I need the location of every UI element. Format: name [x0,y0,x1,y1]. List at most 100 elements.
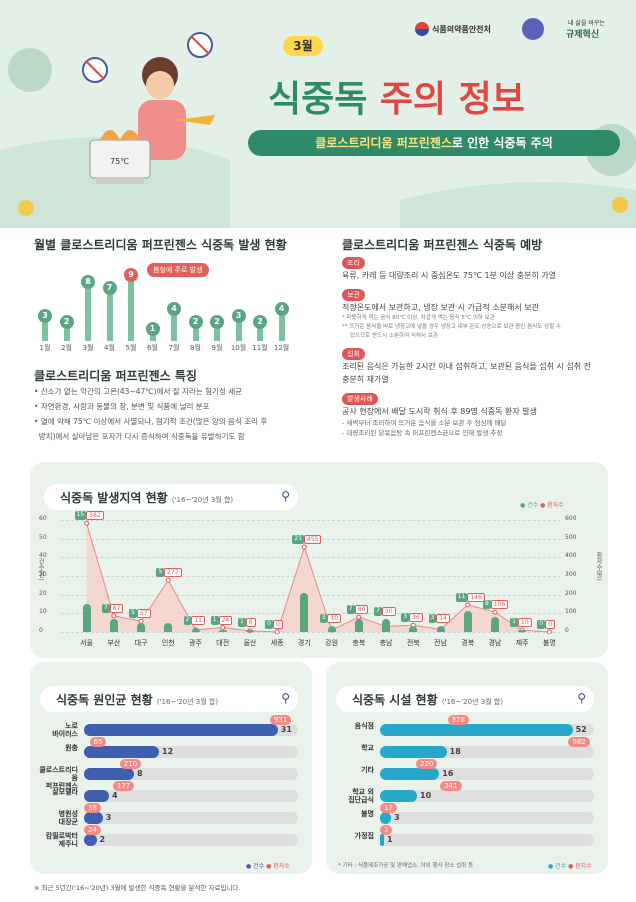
gridline [61,520,561,521]
region-label: 울산 [243,639,257,647]
search-icon[interactable]: ⚲ [577,691,586,705]
region-case: 15 [74,511,87,521]
slogan-big: 규제혁신 [566,30,600,40]
search-icon[interactable]: ⚲ [281,489,290,503]
ytick-right: 600 [565,515,577,522]
region-bar [137,622,146,632]
category-label: 병원성 대장균 [58,810,78,826]
month-label: 7월 [168,344,180,352]
region-case: 5 [156,568,165,578]
region-label: 서울 [80,639,94,647]
category-patient: 3 [380,825,393,835]
category-label: 클로스트리디움 퍼프린젠스 [39,766,78,790]
ytick-right: 200 [565,589,577,597]
category-case: 10 [420,791,432,800]
category-label: 기타 [361,766,374,774]
month-label: 11월 [252,344,268,352]
features-list: • 산소가 없는 악간의 고온(43~47℃)에서 잘 자라는 혐기성 세균 •… [34,384,324,444]
region-legend: ● 건수 ● 환자수 [520,500,564,509]
region-case: 1 [237,618,246,628]
month-label: 10월 [230,344,247,352]
month-bar [85,286,91,341]
region-bar [518,630,527,632]
facility-title: 식중독 시설 현황 ('16~'20년 3월 합) [352,691,503,708]
category-label: 불명 [361,810,374,818]
facility-title-text: 식중독 시설 현황 [352,693,438,707]
region-case: 1 [210,615,219,625]
region-patient: 0 [272,620,283,629]
legend-cases: ● 건수 [520,502,539,509]
category-track [84,812,298,824]
hero-text-layer: 식품의약품안전처 내 삶을 바꾸는 규제혁신 3월 식중독 주의 정보 클로스트… [0,0,636,228]
cause-legend-cases: ● 건수 [246,863,265,870]
category-fill [84,724,278,736]
region-label: 충남 [379,639,393,647]
month-value: 2 [188,315,203,330]
region-label: 대전 [216,639,230,647]
cause-sub: ('16~'20년 3월 합) [156,698,219,706]
region-bar [409,626,418,632]
month-value: 2 [210,315,224,330]
region-value-tag: 1 24 [210,615,233,625]
category-patient: 378 [447,715,469,725]
category-case: 1 [387,835,393,844]
region-label: 인천 [161,639,175,647]
search-icon[interactable]: ⚲ [281,691,290,705]
monthly-chart: 3 1월 2 2월 8 3월 7 4월 9 5월 1 6월 4 7월 2 8월 2 9월 3 10월 2 11월 4 12월 … [34,255,304,355]
category-case: 3 [394,813,400,822]
region-label: 경기 [297,639,311,647]
category-track [84,790,298,802]
category-track [380,768,594,780]
gridline [61,632,561,633]
region-value-tag: 8 106 [482,600,509,610]
prevention-case: 공사 현장에서 배달 도시락 취식 후 89명 식중독 환자 발생 [342,407,537,416]
footer-note: ※ 최근 5년간('16~'20년) 3월에 발생한 식중독 현황을 분석한 자… [34,884,241,892]
month-value: 4 [274,301,289,316]
subtitle-highlight: 클로스트리디움 퍼프린젠스 [315,136,452,150]
category-label: 음식점 [354,722,374,730]
region-case: 8 [482,600,491,610]
region-patient: 36 [409,613,423,623]
store-note3: 있으므로 반드시 소분하여 식혀서 보관 [350,333,438,339]
category-case: 18 [449,747,461,756]
category-track [380,746,594,758]
category-patient: 38 [84,803,101,813]
month-bar [214,327,220,341]
facility-legend-patients: ● 환자수 [568,863,592,870]
patient-point [165,577,171,583]
gridline [61,557,561,559]
category-fill [84,790,109,802]
feature-text: 산소가 없는 악간의 고온(43~47℃)에서 잘 자라는 혐기성 세균 [40,387,243,396]
region-case: 0 [537,620,546,629]
region-case: 0 [265,620,273,629]
category-patient: 982 [568,737,590,747]
category-fill [84,812,103,824]
ytick-left: 0 [39,627,43,634]
region-value-tag: 5 277 [156,568,182,578]
region-patient: 0 [545,620,556,629]
category-track [380,812,594,824]
ytick-left: 20 [39,589,47,597]
feature-item: • 열에 약해 75℃ 이상에서 사멸되나, 혐기적 조건(많은 양의 음식 조… [34,417,268,426]
region-label: 불명 [542,639,556,647]
month-bar [235,320,242,341]
month-value: 4 [167,301,181,316]
category-fill [380,768,440,780]
region-label: 광주 [189,639,202,647]
region-value-tag: 3 14 [428,614,450,624]
category-patient: 220 [416,759,438,769]
region-case: 1 [510,618,518,628]
patient-point [301,544,307,550]
category-label: 학교 외 집단급식 [348,788,374,804]
month-label: 2월 [61,344,72,352]
region-case: 3 [428,614,437,624]
month-value: 8 [81,274,95,289]
month-bar [128,279,134,341]
category-label: 노로 바이러스 [52,722,78,738]
region-patient: 87 [109,603,124,613]
category-fill [380,724,573,736]
category-patient: 65 [89,737,107,747]
region-patient: 106 [490,600,509,610]
category-track [380,724,594,736]
category-case: 4 [112,791,118,800]
